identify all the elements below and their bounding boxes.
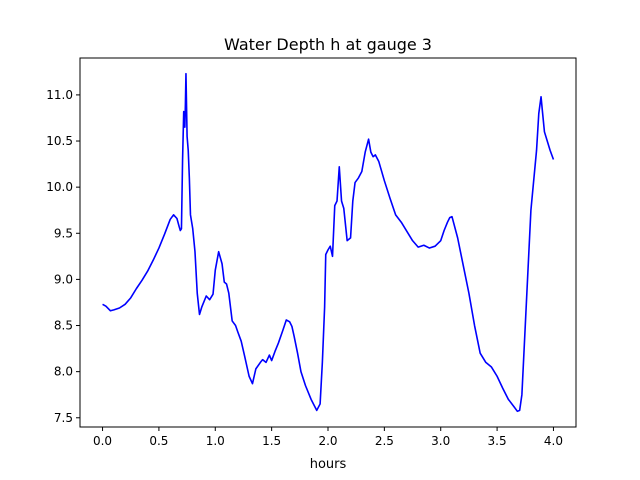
y-tick-label: 10.5 [46, 134, 73, 148]
chart-title: Water Depth h at gauge 3 [224, 35, 432, 54]
x-axis-label: hours [310, 457, 347, 472]
y-tick-label: 9.0 [54, 272, 73, 286]
series-layer [102, 72, 555, 413]
series-line [102, 72, 555, 413]
x-tick-label: 3.0 [431, 434, 450, 448]
y-tick-label: 11.0 [46, 88, 73, 102]
y-axis: 7.5 8.0 8.5 9.0 9.5 10.0 10.5 11.0 [46, 88, 80, 425]
x-tick-label: 4.0 [544, 434, 563, 448]
x-tick-label: 1.0 [206, 434, 225, 448]
x-tick-label: 0.0 [93, 434, 112, 448]
x-tick-label: 2.0 [318, 434, 337, 448]
x-tick-label: 1.5 [262, 434, 281, 448]
y-tick-label: 9.5 [54, 226, 73, 240]
y-tick-label: 10.0 [46, 180, 73, 194]
x-tick-label: 3.5 [488, 434, 507, 448]
x-tick-label: 0.5 [149, 434, 168, 448]
y-tick-label: 7.5 [54, 411, 73, 425]
y-tick-label: 8.5 [54, 319, 73, 333]
y-tick-label: 8.0 [54, 365, 73, 379]
x-tick-label: 2.5 [375, 434, 394, 448]
x-axis: 0.0 0.5 1.0 1.5 2.0 2.5 3.0 3.5 4.0 [93, 427, 563, 448]
